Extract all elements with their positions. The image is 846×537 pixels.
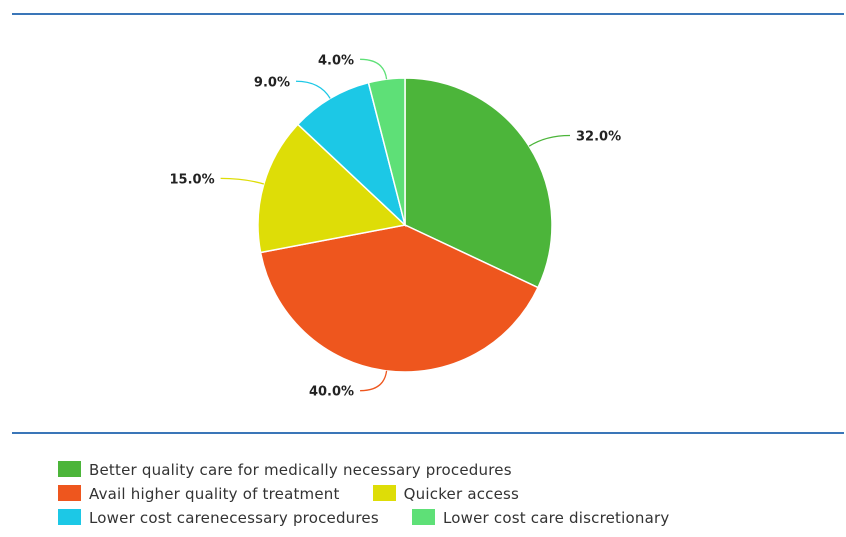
legend-label: Avail higher quality of treatment — [89, 485, 340, 503]
legend-item-lower-cost-necessary[interactable]: Lower cost carenecessary procedures — [58, 506, 379, 530]
leader-line — [295, 80, 331, 99]
legend-swatch — [372, 485, 396, 501]
data-label: 9.0% — [254, 75, 290, 90]
data-label: 15.0% — [170, 172, 215, 187]
leader-line — [360, 370, 388, 392]
pie-chart: 32.0% 40.0% 15.0% 9.0% 4.0% — [170, 53, 622, 400]
legend-item-better-quality-care[interactable]: Better quality care for medically necess… — [58, 458, 512, 482]
leader-line — [360, 58, 388, 80]
legend-label: Lower cost carenecessary procedures — [89, 509, 379, 527]
slice-quicker-access[interactable] — [257, 123, 407, 254]
slice-lower-cost-necessary[interactable] — [296, 81, 407, 228]
legend-row: Better quality care for medically necess… — [58, 458, 818, 482]
legend-row: Avail higher quality of treatment Quicke… — [58, 482, 818, 506]
data-label: 40.0% — [309, 385, 354, 400]
data-label: 4.0% — [318, 53, 354, 68]
legend-item-lower-cost-discretionary[interactable]: Lower cost care discretionary — [411, 506, 670, 530]
data-label: 32.0% — [576, 130, 621, 145]
legend-item-avail-higher-quality[interactable]: Avail higher quality of treatment — [58, 482, 340, 506]
legend-swatch — [58, 509, 81, 525]
legend-swatch — [411, 509, 435, 525]
legend-row: Lower cost carenecessary procedures Lowe… — [58, 506, 818, 530]
legend-swatch — [58, 461, 81, 477]
leader-line — [528, 134, 571, 147]
legend: Better quality care for medically necess… — [58, 458, 818, 530]
legend-divider — [12, 432, 844, 434]
legend-item-quicker-access[interactable]: Quicker access — [372, 482, 520, 506]
legend-label: Better quality care for medically necess… — [89, 461, 512, 479]
legend-label: Quicker access — [403, 485, 520, 503]
slice-avail-higher-quality[interactable] — [259, 224, 540, 373]
legend-swatch — [58, 485, 81, 501]
legend-label: Lower cost care discretionary — [442, 509, 670, 527]
slice-lower-cost-discretionary[interactable] — [367, 77, 406, 226]
leader-line — [220, 177, 265, 185]
top-divider — [12, 13, 844, 15]
